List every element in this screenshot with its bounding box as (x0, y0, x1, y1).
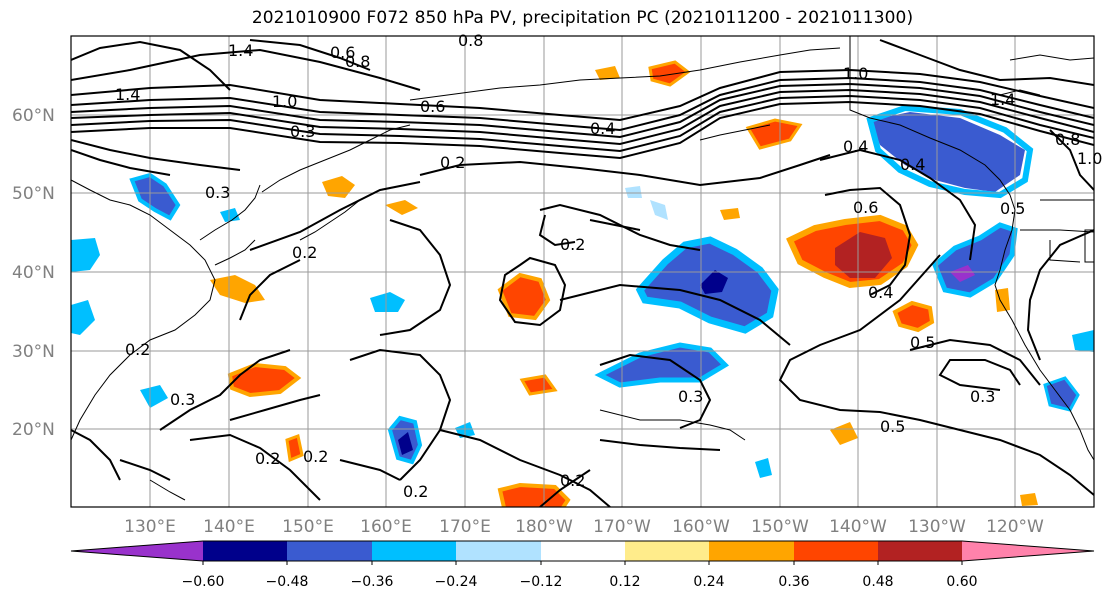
contour-label: 0.6 (330, 43, 355, 62)
contour-label: 0.2 (292, 243, 317, 262)
colorbar-tick-label: 0.48 (862, 574, 893, 590)
contour-label: 0.3 (170, 390, 195, 409)
contour-label: 0.2 (403, 482, 428, 501)
contour-label-group: 1.4 1.4 0.6 0.8 0.8 1.0 1.4 1.0 1.0 0.8 … (115, 31, 1102, 501)
lon-label: 160°W (672, 517, 730, 537)
contour-label: 0.4 (868, 283, 893, 302)
colorbar-tick-label: −0.60 (182, 574, 225, 590)
contour-label: 0.8 (458, 31, 483, 50)
contour-label: 0.2 (560, 471, 585, 490)
lon-label: 170°W (593, 517, 651, 537)
contour-label: 0.6 (420, 97, 445, 116)
contour-label: 1.0 (1077, 149, 1102, 168)
colorbar-cell (962, 541, 1094, 561)
lon-label: 140°E (203, 517, 255, 537)
lon-label: 130°W (908, 517, 966, 537)
contour-label: 1.0 (843, 64, 868, 83)
contour-label: 0.4 (590, 119, 615, 138)
latitude-labels: 60°N 50°N 40°N 30°N 20°N (12, 106, 55, 440)
colorbar-tick-label: 0.36 (778, 574, 809, 590)
contour-label: 0.6 (853, 198, 878, 217)
contour-label: 0.2 (125, 340, 150, 359)
colorbar: −0.60 −0.48 −0.36 −0.24 −0.12 0.12 0.24 … (70, 540, 1095, 590)
pv-contours (71, 39, 1094, 507)
colorbar-tick-label: −0.24 (435, 574, 478, 590)
precipitation-shading (71, 60, 1094, 507)
colorbar-tick-label: 0.24 (693, 574, 724, 590)
colorbar-cell (203, 541, 287, 561)
contour-label: 0.4 (900, 155, 925, 174)
contour-label: 0.4 (843, 137, 868, 156)
contour-label: 0.3 (205, 183, 230, 202)
contour-label: 1.4 (115, 85, 140, 104)
lat-label: 50°N (12, 184, 55, 204)
lon-label: 180°W (515, 517, 573, 537)
colorbar-cell (709, 541, 794, 561)
colorbar-cell (878, 541, 962, 561)
contour-label: 0.2 (560, 235, 585, 254)
lon-label: 120°W (986, 517, 1044, 537)
contour-label: 0.5 (1000, 199, 1025, 218)
lon-label: 150°W (751, 517, 809, 537)
colorbar-tick-label: −0.48 (266, 574, 309, 590)
lon-label: 170°E (439, 517, 491, 537)
contour-label: 0.5 (880, 417, 905, 436)
contour-label: 0.2 (303, 447, 328, 466)
contour-label: 1.4 (228, 41, 253, 60)
lon-label: 130°E (124, 517, 176, 537)
colorbar-cell (541, 541, 625, 561)
colorbar-cell (372, 541, 456, 561)
colorbar-cell (287, 541, 372, 561)
colorbar-cell (625, 541, 709, 561)
map-title: 2021010900 F072 850 hPa PV, precipitatio… (251, 8, 914, 28)
contour-label: 0.8 (1055, 130, 1080, 149)
colorbar-cell (794, 541, 878, 561)
lat-label: 60°N (12, 106, 55, 126)
lat-label: 40°N (12, 263, 55, 283)
graticule (71, 36, 1094, 507)
contour-label: 1.4 (990, 90, 1015, 109)
contour-label: 0.8 (345, 52, 370, 71)
lon-label: 140°W (829, 517, 887, 537)
contour-label: 0.2 (255, 449, 280, 468)
contour-label: 0.3 (290, 122, 315, 141)
colorbar-tick-label: −0.36 (351, 574, 394, 590)
colorbar-tick-label: −0.12 (520, 574, 563, 590)
lon-label: 150°E (282, 517, 334, 537)
plot-frame (70, 35, 1095, 508)
contour-label: 0.5 (910, 333, 935, 352)
lat-label: 30°N (12, 342, 55, 362)
colorbar-tick-label: 0.12 (609, 574, 640, 590)
contour-label: 0.3 (678, 387, 703, 406)
colorbar-cell (71, 541, 203, 561)
longitude-labels: 130°E 140°E 150°E 160°E 170°E 180°W 170°… (124, 517, 1044, 537)
contour-label: 0.3 (970, 387, 995, 406)
colorbar-cell (456, 541, 541, 561)
contour-label: 1.0 (272, 92, 297, 111)
lat-label: 20°N (12, 420, 55, 440)
lon-label: 160°E (360, 517, 412, 537)
contour-label: 0.2 (440, 153, 465, 172)
colorbar-tick-label: 0.60 (946, 574, 977, 590)
